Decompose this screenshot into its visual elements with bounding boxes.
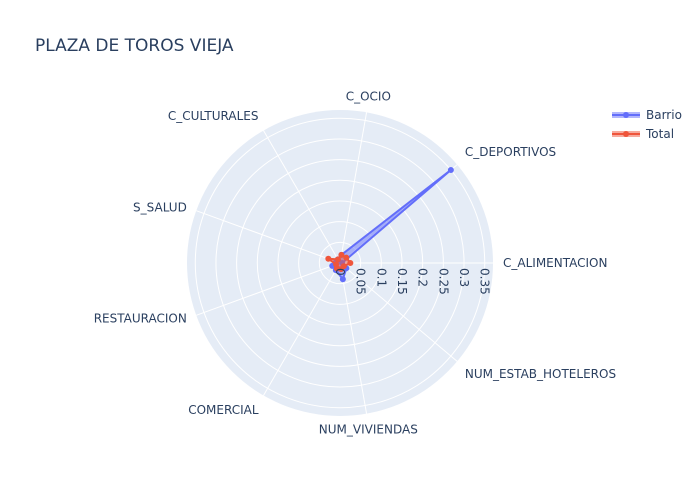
axis-label-c-alimentacion: C_ALIMENTACION (503, 256, 607, 270)
axis-label-num-estab-hoteleros: NUM_ESTAB_HOTELEROS (465, 367, 616, 381)
series-point-total[interactable] (343, 254, 350, 261)
axis-label-c-ocio: C_OCIO (346, 89, 391, 103)
grid-spoke (339, 262, 458, 362)
series-layer (324, 166, 454, 283)
series-point-barrio[interactable] (339, 276, 346, 283)
series-point-total[interactable] (325, 255, 332, 262)
legend: Barrio Total (612, 108, 682, 141)
radial-tick-label: 0.3 (457, 268, 471, 287)
axis-label-s-salud: S_SALUD (133, 200, 187, 214)
series-point-barrio[interactable] (447, 166, 454, 173)
axis-label-c-deportivos: C_DEPORTIVOS (465, 145, 556, 159)
grid-spoke (263, 262, 341, 396)
grid-spoke (263, 130, 341, 264)
radial-tick-label: 0.15 (395, 268, 409, 295)
grid-spoke (339, 112, 368, 264)
legend-marker-barrio (623, 112, 629, 118)
grid-spoke (196, 210, 341, 264)
axis-label-num-viviendas: NUM_VIVIENDAS (319, 423, 418, 437)
axis-label-c-culturales: C_CULTURALES (168, 109, 259, 123)
radial-tick-label: 0.2 (416, 268, 430, 287)
grid-spoke (196, 262, 341, 316)
axis-label-comercial: COMERCIAL (188, 403, 259, 417)
legend-item-total[interactable]: Total (612, 127, 674, 141)
series-point-total[interactable] (347, 260, 354, 266)
series-point-total[interactable] (334, 256, 341, 263)
radial-tick-label: 0 (333, 268, 347, 276)
radial-tick-labels: 0 0.05 0.1 0.15 0.2 0.25 0.3 0.35 (333, 268, 492, 295)
axis-label-restauracion: RESTAURACION (94, 312, 187, 326)
legend-item-barrio[interactable]: Barrio (612, 108, 682, 122)
series-point-total[interactable] (340, 263, 347, 270)
angular-axis-labels: C_ALIMENTACION C_DEPORTIVOS C_OCIO C_CULTUR… (94, 89, 616, 436)
legend-marker-total (623, 131, 629, 137)
legend-label-total: Total (645, 127, 674, 141)
radial-tick-label: 0.25 (436, 268, 450, 295)
radial-tick-label: 0.05 (354, 268, 368, 295)
grid-spoke (339, 262, 368, 414)
series-point-total[interactable] (338, 251, 345, 258)
chart-title: PLAZA DE TOROS VIEJA (35, 36, 234, 56)
legend-label-barrio: Barrio (646, 108, 682, 122)
radial-tick-label: 0.1 (374, 268, 388, 287)
radial-tick-label: 0.35 (478, 268, 492, 295)
